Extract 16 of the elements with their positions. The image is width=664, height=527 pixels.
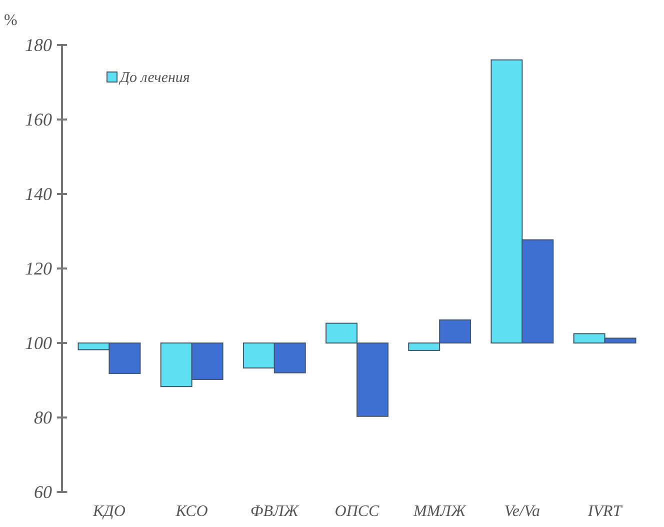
x-tick-label: КДО <box>92 503 126 520</box>
x-tick-label: ФВЛЖ <box>250 503 300 520</box>
x-tick-label: ММЛЖ <box>412 503 468 520</box>
x-tick-label: ОПСС <box>334 503 380 520</box>
y-tick-label: 160 <box>25 109 52 130</box>
y-tick-label: 100 <box>25 332 52 353</box>
y-axis-title: % <box>4 12 18 29</box>
y-tick-label: 80 <box>34 407 52 428</box>
x-tick-label: Ve/Va <box>504 503 540 520</box>
y-tick-label: 140 <box>25 184 52 204</box>
y-tick-label: 180 <box>25 34 52 55</box>
y-tick-label: 120 <box>25 258 52 278</box>
x-tick-label: КСО <box>174 503 208 520</box>
x-tick-label: IVRT <box>586 503 623 520</box>
y-tick-label: 60 <box>34 482 52 502</box>
legend-label: До лечения <box>118 70 190 86</box>
